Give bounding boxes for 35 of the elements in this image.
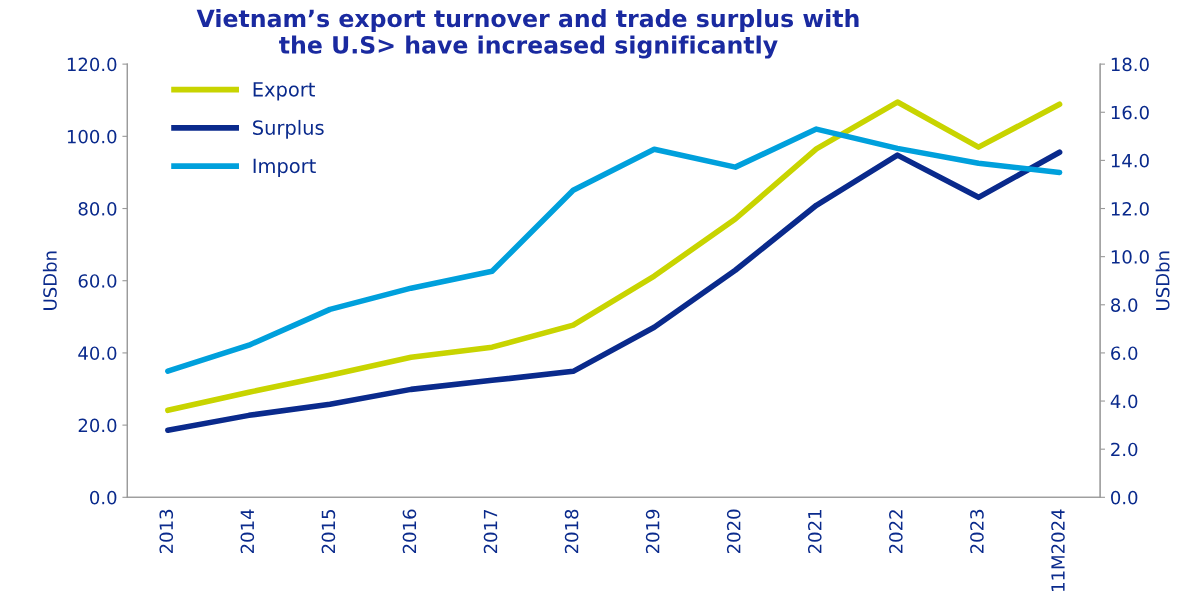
y2-tick-label: 4.0 [1110,394,1138,409]
y2-tick-label: 18.0 [1111,57,1149,72]
x-tick-label: 2013 [159,509,174,554]
y2-tick-label: 0.0 [1111,490,1138,505]
y-tick-label: 120.0 [67,57,117,72]
x-tick-label: 2018 [564,509,579,554]
legend-label: Import [253,158,316,177]
x-tick-label: 2020 [726,509,741,554]
y2-axis-title: USDbn [1155,251,1170,310]
y2-tick-label: 16.0 [1111,105,1149,120]
x-tick-label: 2021 [807,510,822,554]
y-tick-label: 60.0 [78,274,117,288]
x-tick-label: 2016 [402,509,417,554]
y2-tick-label: 2.0 [1111,442,1138,457]
x-tick-label: 2023 [970,509,984,554]
x-tick-label: 2015 [321,510,336,554]
y-axis-title: USDbn [42,251,57,310]
legend-label: Export [253,82,315,101]
x-tick-label: 11M2024 [1051,509,1065,591]
legend-label: Surplus [253,119,324,139]
y-tick-label: 80.0 [78,201,117,216]
chart-title: Vietnam’s export turnover and trade surplus with the U.S> have increased significantly [196,9,859,59]
x-tick-label: 2017 [483,509,498,554]
x-tick-label: 2014 [240,509,255,554]
x-tick-label: 2019 [645,509,660,554]
y2-tick-label: 6.0 [1111,346,1138,361]
x-tick-label: 2022 [889,510,903,554]
y2-tick-label: 14.0 [1111,153,1149,168]
y-tick-label: 0.0 [90,490,117,505]
y2-tick-label: 8.0 [1111,298,1138,312]
y2-tick-label: 12.0 [1111,201,1149,216]
y-tick-label: 40.0 [78,346,117,361]
y2-tick-label: 10.0 [1111,250,1149,264]
y-tick-label: 100.0 [67,129,117,144]
y-tick-label: 20.0 [78,418,117,433]
